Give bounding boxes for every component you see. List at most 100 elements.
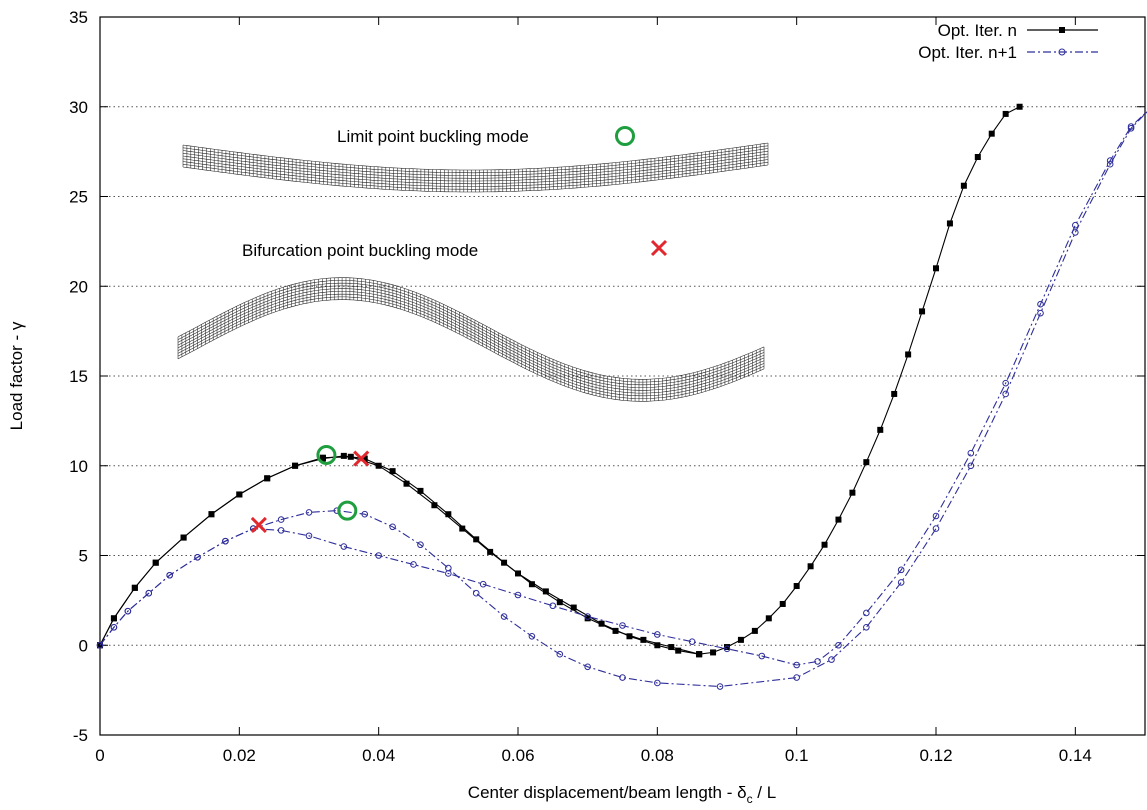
series-2-point — [1002, 379, 1009, 387]
y-tick-label: 20 — [69, 277, 88, 296]
bifurcation-point-marker — [353, 450, 370, 467]
series-1-point — [208, 511, 215, 518]
series-1-line — [99, 456, 700, 655]
y-tick-label: 10 — [69, 457, 88, 476]
series-2-point — [1106, 157, 1114, 164]
series-2-point — [445, 564, 452, 572]
series-2-point — [793, 674, 800, 681]
y-tick-label: 30 — [69, 98, 88, 117]
annotation-bifurcation-marker — [650, 239, 668, 257]
series-2-point — [932, 525, 940, 532]
series-1-point — [974, 154, 981, 161]
x-tick-label: 0.06 — [501, 746, 534, 765]
series-1-point — [793, 583, 800, 590]
series-1-point — [751, 627, 758, 634]
series-1-point — [361, 455, 368, 462]
series-2-point — [863, 609, 870, 617]
series-2-point — [500, 613, 508, 620]
series-2-point — [1127, 123, 1135, 130]
series-2-point — [814, 658, 821, 665]
series-2-point — [194, 553, 201, 561]
bifurcation-mode-mesh — [177, 277, 765, 402]
series-1-point — [180, 534, 187, 541]
series-1-point — [389, 468, 396, 475]
series-1-point — [403, 480, 410, 487]
annotation-bifurcation-text: Bifurcation point buckling mode — [242, 241, 478, 260]
limit-point-marker — [337, 500, 358, 521]
series-1-point — [654, 642, 661, 649]
series-1-point — [236, 491, 243, 498]
series-2-point — [932, 512, 940, 520]
series-1-point — [765, 615, 772, 622]
series-2-point — [897, 566, 905, 574]
series-2-point — [584, 613, 591, 620]
series-2-point — [1037, 309, 1044, 317]
series-1-point — [988, 130, 995, 137]
y-tick-label: 15 — [69, 367, 88, 386]
series-2-point — [96, 641, 104, 649]
series-1-point — [131, 584, 138, 591]
series-2-point — [897, 579, 905, 586]
series-1-point — [626, 633, 633, 640]
series-1-point — [515, 570, 521, 577]
series-2-point — [758, 652, 766, 660]
series-1-point — [863, 459, 870, 466]
series-1-point — [417, 487, 424, 494]
series-1-point — [570, 604, 577, 611]
series-2-point — [410, 561, 417, 568]
grid-lines — [100, 106, 1145, 646]
series-2-point — [514, 591, 522, 599]
series-2-point — [124, 607, 132, 615]
series-1-point — [724, 644, 730, 651]
series-2-point — [654, 631, 661, 638]
x-tick-label: 0.04 — [362, 746, 395, 765]
series-2-point — [222, 537, 229, 545]
series-1-point — [431, 502, 438, 509]
series-1-point — [737, 636, 744, 643]
series-1-point — [849, 489, 856, 496]
series-1-point — [696, 651, 703, 658]
y-tick-label: 5 — [79, 547, 88, 566]
series-1-point — [612, 627, 619, 634]
series-1-point — [1016, 103, 1023, 110]
series-1-point — [473, 536, 480, 543]
series-1-point — [152, 559, 159, 566]
x-tick-label: 0.08 — [641, 746, 674, 765]
y-tick-label: 35 — [69, 8, 88, 27]
series-2-point — [619, 674, 626, 681]
series-2-point — [619, 622, 626, 629]
series-1-point — [556, 599, 563, 606]
series-2-point — [723, 645, 731, 653]
series-2-point — [1127, 124, 1135, 132]
x-tick-label: 0 — [95, 746, 104, 765]
limit-point-marker — [316, 444, 337, 465]
series-1-point — [110, 615, 117, 622]
series-1-point — [264, 475, 271, 482]
legend-label-series-2: Opt. Iter. n+1 — [918, 43, 1017, 62]
series-2-point — [479, 580, 487, 588]
special-points — [250, 444, 370, 534]
series-2 — [96, 110, 1147, 690]
series-2-point — [305, 532, 313, 540]
series-2-point — [277, 527, 285, 534]
legend-marker-series-2 — [1058, 48, 1066, 56]
series-2-point — [340, 543, 348, 550]
series-1-point — [946, 220, 953, 227]
legend-label-series-1: Opt. Iter. n — [938, 21, 1017, 40]
series-1-line — [699, 106, 1020, 655]
series-1-point — [459, 525, 466, 532]
axis-ticks: -5 0 5 10 15 20 25 30 35 0 0.02 0.04 0.06 0.08 0.1 0.12… — [69, 8, 1145, 765]
series-2-point — [793, 661, 800, 669]
annotation-limit-text: Limit point buckling mode — [337, 127, 529, 146]
series-2-point — [472, 589, 480, 597]
series-1-point — [675, 647, 682, 654]
legend: Opt. Iter. n Opt. Iter. n+1 — [918, 21, 1098, 62]
series-1-point — [445, 511, 452, 518]
series-2-point — [375, 552, 382, 559]
buckling-mode-meshes — [177, 142, 769, 402]
legend-marker-series-1 — [1059, 27, 1065, 33]
series-1-point — [835, 516, 842, 523]
series-2-line — [99, 111, 1147, 688]
series-2-point — [967, 462, 975, 470]
